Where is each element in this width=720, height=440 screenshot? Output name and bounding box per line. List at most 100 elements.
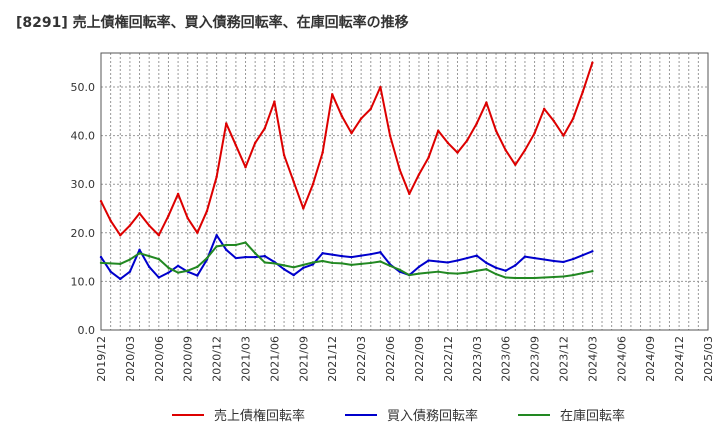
data-point (359, 117, 363, 120)
x-tick-label: 2022/06 (384, 336, 397, 382)
data-point (331, 93, 334, 96)
data-point (176, 192, 180, 196)
data-point (523, 255, 527, 258)
x-tick-label: 2022/03 (355, 336, 368, 382)
data-point (215, 175, 218, 179)
data-point (215, 234, 218, 237)
data-point (581, 271, 584, 275)
data-point (591, 61, 594, 64)
data-point (147, 254, 151, 258)
data-point (591, 250, 594, 253)
data-point (446, 141, 450, 145)
data-point (282, 264, 286, 267)
data-point (225, 248, 228, 252)
x-tick-label: 2022/09 (413, 336, 426, 382)
data-point (571, 117, 575, 120)
series-lines (99, 61, 594, 281)
data-point (514, 264, 517, 267)
data-point (138, 248, 141, 252)
data-point (147, 224, 151, 227)
data-point (99, 261, 103, 265)
data-point (494, 129, 498, 132)
data-point (379, 85, 382, 89)
data-point (446, 271, 450, 275)
x-tick-label: 2023/06 (500, 336, 513, 382)
data-point (504, 276, 507, 279)
data-point (485, 101, 488, 104)
series-line-1 (100, 62, 594, 237)
data-point (552, 275, 556, 279)
data-point (157, 234, 161, 237)
data-point (552, 259, 556, 263)
x-tick-label: 2021/06 (268, 336, 281, 382)
data-point (234, 243, 238, 247)
x-tick-label: 2023/03 (471, 336, 484, 382)
data-point (340, 254, 344, 258)
data-point (417, 272, 421, 275)
data-point (494, 272, 498, 276)
data-point (311, 261, 315, 264)
data-point (138, 252, 141, 255)
data-point (109, 262, 112, 265)
data-point (167, 271, 170, 274)
data-point (253, 141, 257, 145)
data-point (388, 134, 392, 137)
data-point (109, 270, 112, 273)
data-point (388, 264, 392, 268)
data-point (119, 277, 122, 281)
data-point (244, 241, 247, 244)
data-point (456, 272, 459, 275)
data-point (485, 268, 488, 271)
data-point (408, 192, 411, 196)
data-point (253, 255, 257, 259)
legend-label: 買入債務回転率 (387, 408, 478, 424)
x-tick-label: 2025/03 (702, 336, 715, 382)
y-axis: 0.0 10.0 20.0 30.0 40.0 50.0 (71, 81, 96, 337)
data-point (485, 261, 488, 265)
data-point (340, 114, 344, 118)
data-point (109, 219, 112, 222)
data-point (456, 259, 459, 262)
data-point (523, 148, 527, 152)
data-point (398, 168, 401, 171)
data-point (292, 180, 295, 183)
data-point (225, 243, 228, 247)
data-point (427, 271, 430, 274)
data-point (417, 265, 421, 269)
data-point (571, 257, 575, 261)
data-point (321, 259, 324, 263)
data-point (504, 269, 507, 272)
data-point (446, 261, 450, 264)
legend: 売上債権回転率 買入債務回転率 在庫回転率 (172, 408, 625, 424)
data-point (128, 258, 132, 261)
data-point (244, 255, 247, 259)
data-point (321, 151, 324, 154)
y-tick-label: 10.0 (71, 275, 96, 288)
data-point (196, 231, 199, 235)
x-tick-label: 2022/12 (442, 336, 455, 382)
data-point (350, 263, 353, 267)
data-point (186, 269, 189, 272)
data-point (331, 253, 334, 256)
data-point (196, 265, 199, 269)
series-line-3 (100, 241, 593, 280)
data-point (543, 107, 546, 111)
data-point (147, 265, 151, 269)
data-point (263, 261, 266, 264)
y-tick-label: 30.0 (71, 178, 96, 191)
data-point (186, 217, 189, 220)
data-point (119, 234, 122, 237)
data-point (302, 266, 305, 269)
legend-label: 売上債権回転率 (214, 408, 305, 424)
x-tick-label: 2020/03 (124, 336, 137, 382)
data-point (475, 254, 478, 257)
data-point (176, 271, 180, 274)
x-tick-label: 2024/12 (673, 336, 686, 382)
y-tick-label: 20.0 (71, 227, 96, 240)
data-point (562, 260, 565, 264)
data-point (465, 139, 469, 142)
data-point (369, 252, 372, 256)
data-point (514, 276, 517, 280)
chart-title: [8291] 売上債権回転率、買入債務回転率、在庫回転率の推移 (16, 15, 409, 31)
data-point (514, 163, 517, 166)
